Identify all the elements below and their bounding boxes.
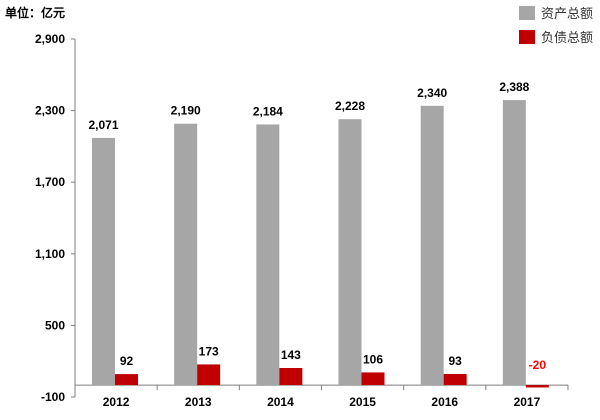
data-label: 2,184 xyxy=(253,104,283,118)
y-tick-label: -100 xyxy=(41,390,65,404)
bars xyxy=(92,100,549,388)
y-tick-label: 1,100 xyxy=(35,247,65,261)
data-label: 92 xyxy=(120,354,134,368)
data-labels: 2,071 2,190 2,184 2,228 2,340 2,388 92 173 143 10… xyxy=(88,80,546,372)
data-label: 2,190 xyxy=(171,104,201,118)
bar-liabilities-2012 xyxy=(115,374,138,386)
bar-assets-2015 xyxy=(338,119,362,386)
bar-assets-2017 xyxy=(502,100,526,386)
x-tick-label: 2012 xyxy=(103,395,130,409)
y-tick-label: 500 xyxy=(45,318,65,332)
data-label: 2,071 xyxy=(88,118,118,132)
data-label: 2,388 xyxy=(499,80,529,94)
data-label: 93 xyxy=(448,354,462,368)
x-tick-label: 2015 xyxy=(349,395,376,409)
legend-swatch xyxy=(519,6,535,20)
y-tick-label: 2,300 xyxy=(35,104,65,118)
data-label: 2,340 xyxy=(417,86,447,100)
y-tick-label: 1,700 xyxy=(35,175,65,189)
legend-label: 负债总额 xyxy=(541,30,593,45)
x-axis: 2012 2013 2014 2015 2016 2017 xyxy=(74,384,569,409)
x-tick-label: 2013 xyxy=(185,395,212,409)
data-label: 143 xyxy=(281,348,301,362)
bar-liabilities-2015 xyxy=(361,372,385,386)
y-axis: -100 500 1,100 1,700 2,300 2,900 xyxy=(35,32,76,404)
bar-liabilities-2016 xyxy=(443,373,467,386)
bar-assets-2013 xyxy=(174,123,198,386)
bar-assets-2016 xyxy=(420,105,444,386)
data-label: 2,228 xyxy=(335,99,365,113)
y-tick-label: 2,900 xyxy=(35,32,65,46)
data-label: 173 xyxy=(199,344,219,358)
unit-label: 单位：亿元 xyxy=(5,5,65,20)
legend-label: 资产总额 xyxy=(541,6,593,21)
bar-liabilities-2014 xyxy=(279,368,303,386)
data-label: -20 xyxy=(529,358,547,372)
bar-assets-2014 xyxy=(256,124,280,386)
bar-liabilities-2013 xyxy=(197,364,221,386)
bar-liabilities-2017 xyxy=(525,385,549,388)
x-tick-label: 2014 xyxy=(267,395,294,409)
data-label: 106 xyxy=(363,352,383,366)
bar-assets-2012 xyxy=(92,137,115,386)
legend-swatch xyxy=(519,30,535,44)
x-tick-label: 2016 xyxy=(431,395,458,409)
x-tick-label: 2017 xyxy=(514,395,541,409)
